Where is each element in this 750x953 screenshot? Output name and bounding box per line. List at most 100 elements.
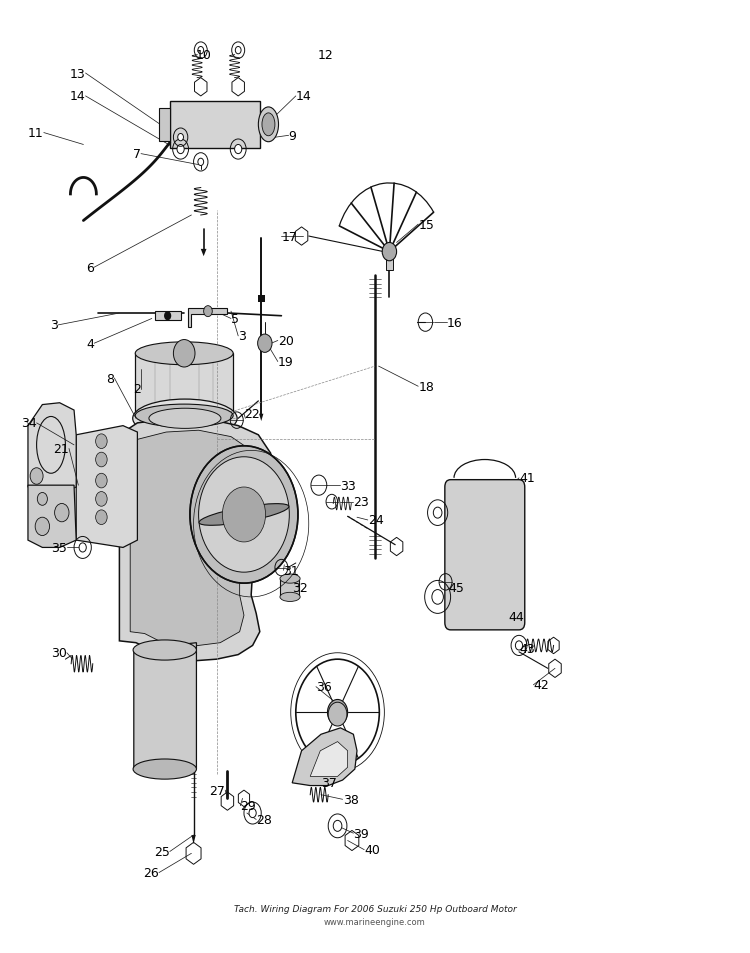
Circle shape [204,306,212,317]
Text: 44: 44 [509,610,524,623]
Polygon shape [76,426,137,548]
Polygon shape [201,250,206,257]
Text: 12: 12 [317,50,333,62]
Ellipse shape [258,108,278,143]
Polygon shape [28,486,76,548]
Text: 23: 23 [353,496,369,509]
Text: 18: 18 [419,380,434,394]
Polygon shape [386,253,393,271]
Circle shape [432,590,443,604]
Text: 15: 15 [419,218,434,232]
Ellipse shape [280,575,300,583]
Circle shape [199,457,290,573]
Ellipse shape [199,504,289,526]
Text: 14: 14 [70,91,86,103]
Ellipse shape [135,342,233,365]
Bar [170,101,260,149]
Circle shape [178,134,184,142]
Text: 26: 26 [143,866,159,879]
Polygon shape [130,431,261,647]
Circle shape [198,159,204,167]
Polygon shape [159,109,170,142]
Polygon shape [259,415,263,421]
Circle shape [382,243,397,261]
Polygon shape [310,741,348,777]
Polygon shape [134,643,196,769]
Text: 42: 42 [533,679,549,692]
Text: 38: 38 [343,793,358,806]
Circle shape [433,508,442,518]
Circle shape [96,492,107,507]
Text: 36: 36 [316,680,332,694]
Circle shape [198,48,204,54]
Text: www.marineengine.com: www.marineengine.com [324,917,426,925]
Circle shape [79,543,86,553]
Circle shape [96,453,107,467]
Text: 7: 7 [133,148,141,161]
Text: 11: 11 [28,127,44,140]
Circle shape [249,808,256,818]
Circle shape [30,468,43,485]
Circle shape [96,435,107,449]
Text: 45: 45 [448,581,464,595]
Circle shape [258,335,272,353]
Text: 13: 13 [70,68,86,80]
Text: 43: 43 [519,642,535,655]
Circle shape [173,340,195,368]
Text: 16: 16 [447,316,463,330]
Circle shape [55,504,69,522]
Circle shape [328,702,347,726]
Text: 25: 25 [154,845,170,858]
Text: 3: 3 [50,319,58,332]
Text: 6: 6 [86,261,94,274]
Text: 5: 5 [231,313,239,326]
Text: 28: 28 [256,813,272,826]
Text: 35: 35 [51,541,67,555]
Polygon shape [119,417,276,661]
Text: 22: 22 [244,408,260,421]
Ellipse shape [133,760,196,780]
Text: 21: 21 [53,442,69,456]
Text: 41: 41 [519,472,535,485]
Circle shape [38,493,47,506]
Text: 19: 19 [278,355,293,369]
Polygon shape [191,835,196,844]
Circle shape [177,145,184,154]
Circle shape [328,700,348,725]
Text: 2: 2 [134,383,141,396]
Text: 9: 9 [289,130,296,143]
Text: 31: 31 [284,564,299,578]
Circle shape [190,446,298,583]
Ellipse shape [133,640,196,660]
Polygon shape [28,403,76,495]
Polygon shape [280,579,299,598]
Polygon shape [155,312,181,321]
Text: 24: 24 [368,514,383,527]
Circle shape [35,517,50,536]
Circle shape [515,641,523,650]
FancyBboxPatch shape [445,480,525,630]
Text: 8: 8 [106,372,114,385]
Ellipse shape [262,113,275,136]
Polygon shape [292,728,357,785]
Text: 34: 34 [21,417,37,430]
Text: 17: 17 [281,231,297,243]
Text: 4: 4 [86,337,94,351]
Circle shape [333,821,342,831]
Circle shape [164,312,171,321]
Circle shape [222,488,266,542]
Text: 14: 14 [296,91,311,103]
Text: 37: 37 [321,777,337,789]
Circle shape [96,474,107,488]
Bar [258,295,265,303]
Polygon shape [135,354,233,416]
Text: 20: 20 [278,335,294,348]
Text: 32: 32 [292,581,308,595]
Text: 10: 10 [196,50,211,62]
Polygon shape [188,309,227,328]
Ellipse shape [280,593,300,602]
Text: 29: 29 [240,800,256,812]
Ellipse shape [149,409,221,429]
Text: 40: 40 [364,843,380,856]
Text: 39: 39 [353,827,369,840]
